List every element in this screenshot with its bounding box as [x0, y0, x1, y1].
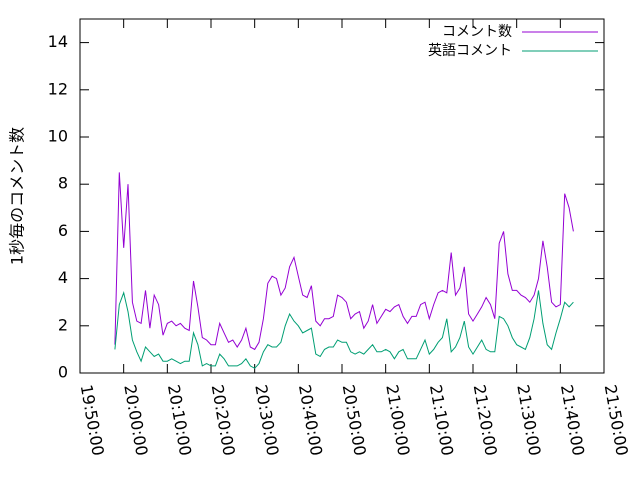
y-tick-label: 4	[58, 268, 68, 287]
x-tick-label: 20:30:00	[251, 383, 282, 457]
y-axis-label: 1秒毎のコメント数	[8, 127, 27, 265]
y-tick-label: 6	[58, 221, 68, 240]
x-tick-label: 21:40:00	[557, 383, 588, 457]
x-tick-label: 21:00:00	[382, 383, 413, 457]
plot-frame	[79, 18, 605, 374]
y-tick-label: 0	[58, 363, 68, 382]
x-tick-label: 19:50:00	[77, 383, 108, 457]
x-tick-label: 20:40:00	[295, 383, 326, 457]
series-line	[114, 172, 574, 351]
legend-label: コメント数	[442, 24, 512, 40]
x-tick-label: 20:20:00	[208, 383, 239, 457]
y-tick-label: 10	[48, 127, 68, 146]
x-tick-label: 20:50:00	[339, 383, 370, 457]
y-tick-label: 14	[48, 32, 68, 51]
x-tick-label: 21:10:00	[426, 383, 457, 457]
x-tick-label: 21:50:00	[601, 383, 632, 457]
x-tick-label: 20:00:00	[120, 383, 151, 457]
x-tick-label: 21:20:00	[470, 383, 501, 457]
series-line	[114, 290, 574, 369]
y-tick-label: 12	[48, 79, 68, 98]
legend-label: 英語コメント	[428, 42, 512, 59]
y-tick-label: 8	[58, 174, 68, 193]
x-tick-label: 21:30:00	[513, 383, 544, 457]
y-tick-label: 2	[58, 315, 68, 334]
x-tick-label: 20:10:00	[164, 383, 195, 457]
